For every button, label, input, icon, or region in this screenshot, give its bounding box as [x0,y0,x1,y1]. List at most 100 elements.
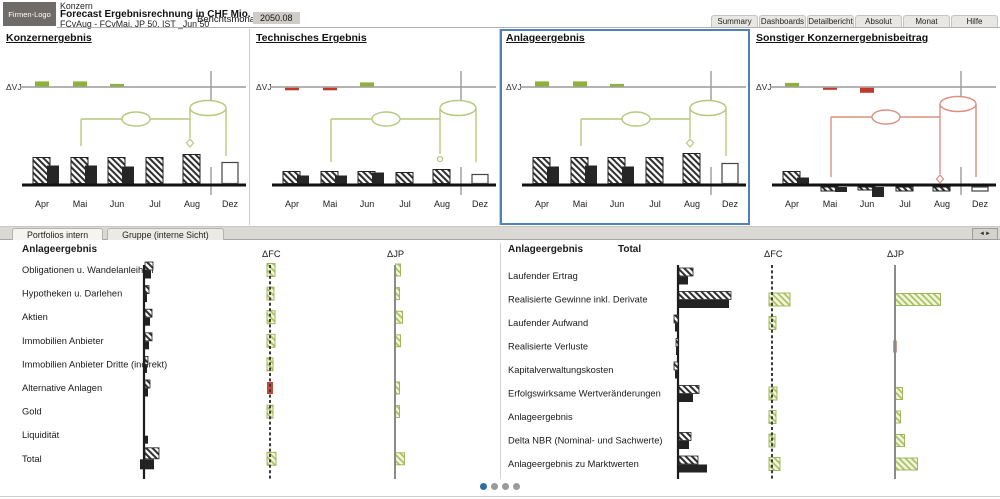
chart-panel-4[interactable]: Sonstiger Konzernergebnisbeitrag ΔVJ Apr Ma… [750,29,1000,225]
dvj-label: ΔVJ [506,82,522,92]
row-label: Delta NBR (Nominal- und Sachwerte) [508,436,663,446]
dvj-bar [323,87,337,91]
row-bar-solid [679,441,689,449]
org-label: Konzern [60,1,93,11]
row-bar-hatched [144,332,153,342]
jp-bar [395,334,401,348]
bar-hatched [182,154,201,184]
bar-hatched [645,157,664,184]
nav-tab-absolut[interactable]: Absolut [855,15,902,27]
row-label: Anlageergebnis zu Marktwerten [508,459,639,469]
bracket-lens [871,109,901,125]
bracket-cylinder [439,99,477,117]
pagination-dot-4[interactable] [513,483,520,490]
view-tab[interactable]: Gruppe (interne Sicht) [107,228,224,240]
nav-tabs: Summary Dashboards Detailbericht Absolut Mon… [711,15,998,27]
month-label: Aug [184,199,200,209]
report-month-value[interactable]: 2050.08 [253,12,300,24]
month-label: Aug [684,199,700,209]
bar-hatched [145,157,164,184]
row-label: Immobilien Anbieter [22,336,104,346]
row-label: Gold [22,407,42,417]
row-bar-hatched [144,379,151,389]
row-bar-solid [679,464,707,473]
row-bar-solid [145,364,147,373]
row-label: Obligationen u. Wandelanleihen [22,265,153,275]
pagination-dot-1[interactable] [480,483,487,490]
nav-tab-hilfe[interactable]: Hilfe [951,15,998,27]
row-bar-solid [145,435,148,444]
bar-solid [122,166,134,184]
row-bar-hatched [678,432,692,441]
nav-tab-detailbericht[interactable]: Detailbericht [807,15,854,27]
jp-bar [895,457,918,471]
dvj-label: ΔVJ [256,82,272,92]
bar-solid [797,177,809,184]
top-charts-row: Konzernergebnis ΔVJ Apr Mai Jun Jul Aug Dez Tech… [0,29,1000,225]
row-bar-hatched [144,285,150,294]
row-bar-hatched [144,261,154,271]
section-title: Anlageergebnis [508,244,583,255]
column-header-fc: ΔFC [764,249,783,259]
month-label: Jun [110,199,125,209]
month-label: Apr [785,199,799,209]
chart-panel-3[interactable]: Anlageergebnis ΔVJ Apr Mai Jun Jul Aug Dez [500,29,750,225]
nav-tab-monat[interactable]: Monat [903,15,950,27]
row-bar-solid [676,347,678,355]
jp-bar [395,405,400,419]
row-bar-solid [679,300,729,308]
dvj-bar [35,81,49,87]
view-tab[interactable]: Portfolios intern [12,228,104,240]
row-bar-solid [679,276,688,285]
fc-bar [768,316,777,330]
bar-solid [872,187,884,197]
company-logo: Firmen-Logo [3,2,56,26]
row-bar-solid [145,388,148,397]
row-bar-solid [679,394,693,402]
row-label: Laufender Aufwand [508,318,588,328]
month-label: Apr [285,199,299,209]
panel-waterfall-chart: ΔVJ Apr Mai Jun Jul Aug Dez [6,71,246,209]
row-label: Realisierte Verluste [508,342,588,352]
jp-bar [395,287,400,301]
row-bar-solid [145,317,150,326]
tab-scroll-button[interactable]: ◄► [972,228,998,240]
bar-hatched [682,153,701,184]
jp-bar [895,293,941,306]
fc-bar [768,386,778,401]
jp-bar [895,387,903,400]
panel-waterfall-chart: ΔVJ Apr Mai Jun Jul Aug Dez [256,71,496,209]
row-bar-solid [145,270,151,279]
bar-solid [372,172,384,184]
pagination-dot-2[interactable] [491,483,498,490]
section-subtitle: Total [618,244,641,255]
jp-bar [395,310,403,324]
chart-panel-1[interactable]: Konzernergebnis ΔVJ Apr Mai Jun Jul Aug Dez [0,29,250,225]
panel-title: Technisches Ergebnis [256,32,367,44]
month-label: Jul [399,199,411,209]
month-label: Jun [360,199,375,209]
bar-solid [585,165,597,184]
bar-solid [547,166,559,184]
report-month-label: Berichtsmonat: [197,14,261,25]
dvj-bar [610,83,624,87]
month-label: Mai [823,199,838,209]
row-bar-hatched [144,356,149,365]
month-label: Mai [323,199,338,209]
dvj-bar [860,87,874,93]
row-bar-hatched [678,385,700,394]
chart-panel-2[interactable]: Technisches Ergebnis ΔVJ Apr Mai Jun Jul Aug De… [250,29,500,225]
bracket-cylinder [939,95,977,113]
pagination-dot-3[interactable] [502,483,509,490]
nav-tab-dashboards[interactable]: Dashboards [759,15,806,27]
row-bar-solid [145,294,147,303]
bar-solid [335,175,347,184]
header-divider [57,27,1000,28]
nav-tab-summary[interactable]: Summary [711,15,758,27]
bar-outline [221,161,239,185]
row-label: Total [22,454,42,464]
bar-solid [622,166,634,184]
pagination-dots [0,483,1000,490]
report-title: Forecast Ergebnisrechnung in CHF Mio. [60,8,251,20]
month-label: Dez [722,199,739,209]
